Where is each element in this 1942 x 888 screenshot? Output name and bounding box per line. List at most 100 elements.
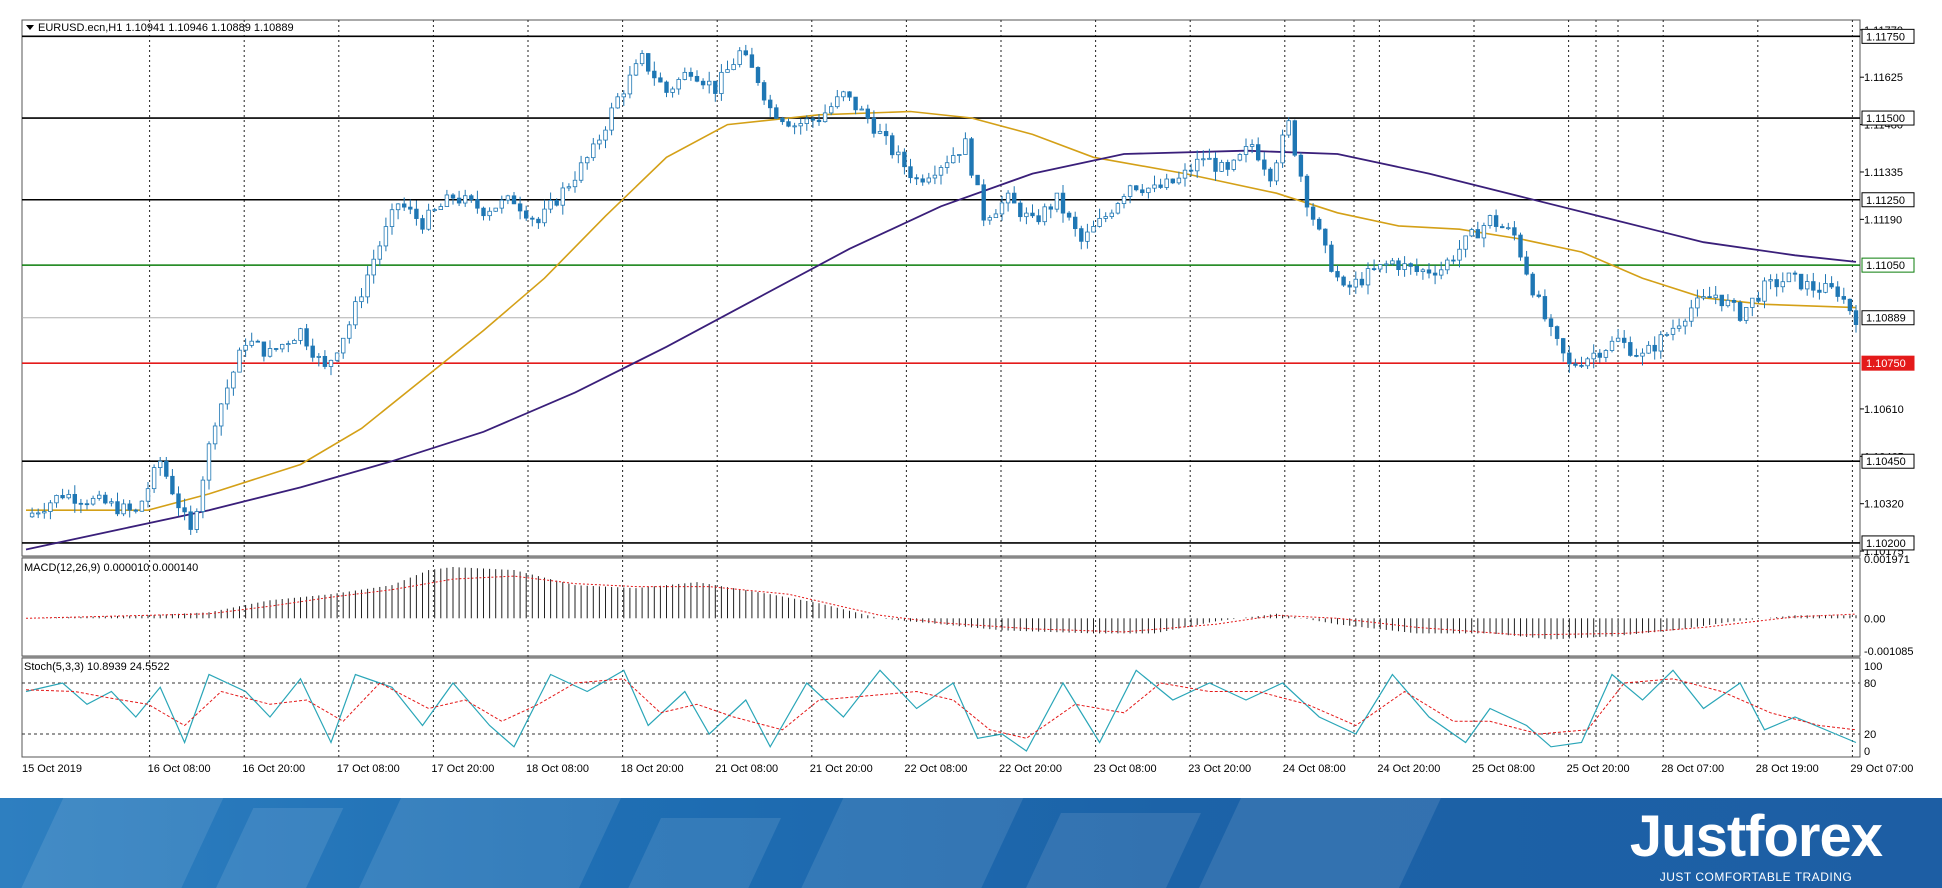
- x-tick-label: 15 Oct 2019: [22, 763, 82, 775]
- candle-body: [206, 443, 212, 481]
- candle-body: [383, 226, 389, 247]
- candle-body: [292, 340, 297, 345]
- candle-body: [36, 512, 41, 515]
- macd-pane: [21, 557, 1861, 657]
- candle-body: [536, 218, 541, 224]
- candle-body: [1158, 184, 1163, 188]
- candle-body: [1670, 327, 1676, 335]
- level-price-box: [1861, 192, 1915, 208]
- x-tick-label: 22 Oct 20:00: [999, 763, 1062, 775]
- candle-body: [322, 355, 328, 367]
- candle-body: [261, 341, 267, 357]
- candle-body: [1853, 310, 1859, 325]
- candle-body: [450, 194, 456, 199]
- candle-body: [469, 195, 474, 200]
- x-tick-label: 29 Oct 07:00: [1850, 763, 1913, 775]
- candle-body: [1036, 215, 1041, 223]
- candle-body: [603, 129, 608, 141]
- candle-body: [304, 328, 309, 347]
- candle-body: [1030, 212, 1035, 217]
- candle-body: [475, 199, 480, 209]
- candle-body: [829, 106, 834, 114]
- ma-fast-line: [26, 110, 1857, 511]
- brand-logo[interactable]: Justforex JUST COMFORTABLE TRADING: [1630, 806, 1883, 885]
- x-tick-label: 17 Oct 08:00: [337, 763, 400, 775]
- candle-body: [1262, 159, 1267, 170]
- candle-body: [1561, 338, 1566, 354]
- candle-body: [694, 75, 700, 82]
- candle-body: [60, 494, 65, 499]
- candle-body: [798, 123, 803, 127]
- candle-body: [847, 91, 852, 98]
- candle-body: [493, 207, 498, 212]
- candle-body: [218, 403, 224, 427]
- candle-body: [1823, 283, 1828, 293]
- candles: [29, 44, 1859, 535]
- level-price-label: 1.10450: [1866, 456, 1906, 468]
- candle-body: [78, 502, 84, 505]
- candle-body: [1152, 184, 1157, 189]
- candle-body: [926, 177, 931, 183]
- candle-body: [1432, 272, 1438, 276]
- candle-body: [627, 74, 633, 95]
- candle-body: [438, 206, 443, 210]
- candle-body: [621, 93, 626, 98]
- candle-body: [1335, 271, 1340, 278]
- candle-body: [1073, 216, 1078, 230]
- candle-body: [1524, 256, 1529, 275]
- candle-body: [420, 218, 425, 230]
- candle-body: [231, 371, 236, 389]
- dropdown-triangle-icon[interactable]: [26, 25, 34, 30]
- candle-body: [1286, 120, 1291, 136]
- candle-body: [597, 139, 602, 145]
- candle-body: [371, 258, 376, 276]
- x-tick-label: 23 Oct 08:00: [1094, 763, 1157, 775]
- candle-body: [401, 203, 407, 208]
- level-price-label: 1.11500: [1866, 113, 1905, 125]
- candle-body: [963, 138, 968, 155]
- candle-body: [298, 328, 303, 341]
- candle-body: [97, 494, 102, 499]
- candle-body: [1585, 358, 1590, 367]
- candle-body: [902, 151, 907, 168]
- candle-body: [139, 500, 145, 512]
- candle-body: [1567, 352, 1572, 365]
- x-tick-label: 17 Oct 20:00: [431, 763, 494, 775]
- y-tick-label: 1.11190: [1864, 214, 1902, 226]
- candle-body: [1451, 259, 1456, 262]
- price-chart[interactable]: 1.117701.116251.114801.113351.111901.106…: [0, 0, 1942, 798]
- candle-body: [725, 69, 730, 73]
- candle-body: [365, 274, 370, 298]
- candle-body: [1231, 159, 1236, 170]
- candle-body: [944, 162, 950, 168]
- candle-body: [1414, 265, 1419, 272]
- header: EURUSD.ecn,H1 1.10941 1.10946 1.10889 1.…: [26, 22, 294, 34]
- candle-body: [237, 349, 242, 373]
- candle-body: [389, 209, 395, 227]
- candle-body: [981, 184, 986, 221]
- candle-body: [1713, 294, 1718, 299]
- candle-body: [609, 107, 614, 131]
- candle-body: [676, 79, 681, 90]
- candle-body: [243, 344, 248, 351]
- candle-body: [462, 195, 468, 204]
- candle-body: [1140, 189, 1145, 194]
- candle-body: [255, 340, 260, 343]
- candle-body: [377, 245, 382, 260]
- price-axis: 1.117701.116251.114801.113351.111901.106…: [1860, 25, 1914, 758]
- candle-body: [1402, 263, 1407, 270]
- level-price-label: 1.10889: [1866, 313, 1906, 325]
- candle-body: [548, 199, 553, 210]
- y-tick-label: 1.11335: [1864, 167, 1903, 179]
- candle-body: [1237, 154, 1243, 161]
- x-tick-label: 28 Oct 07:00: [1661, 763, 1724, 775]
- candle-body: [103, 494, 108, 504]
- candle-body: [334, 352, 340, 361]
- macd-indicator: [25, 567, 1857, 640]
- candle-body: [1457, 248, 1462, 261]
- candle-body: [719, 71, 724, 94]
- candle-body: [938, 167, 944, 176]
- candle-body: [279, 343, 285, 350]
- candle-body: [1792, 272, 1798, 275]
- candle-body: [1195, 158, 1200, 172]
